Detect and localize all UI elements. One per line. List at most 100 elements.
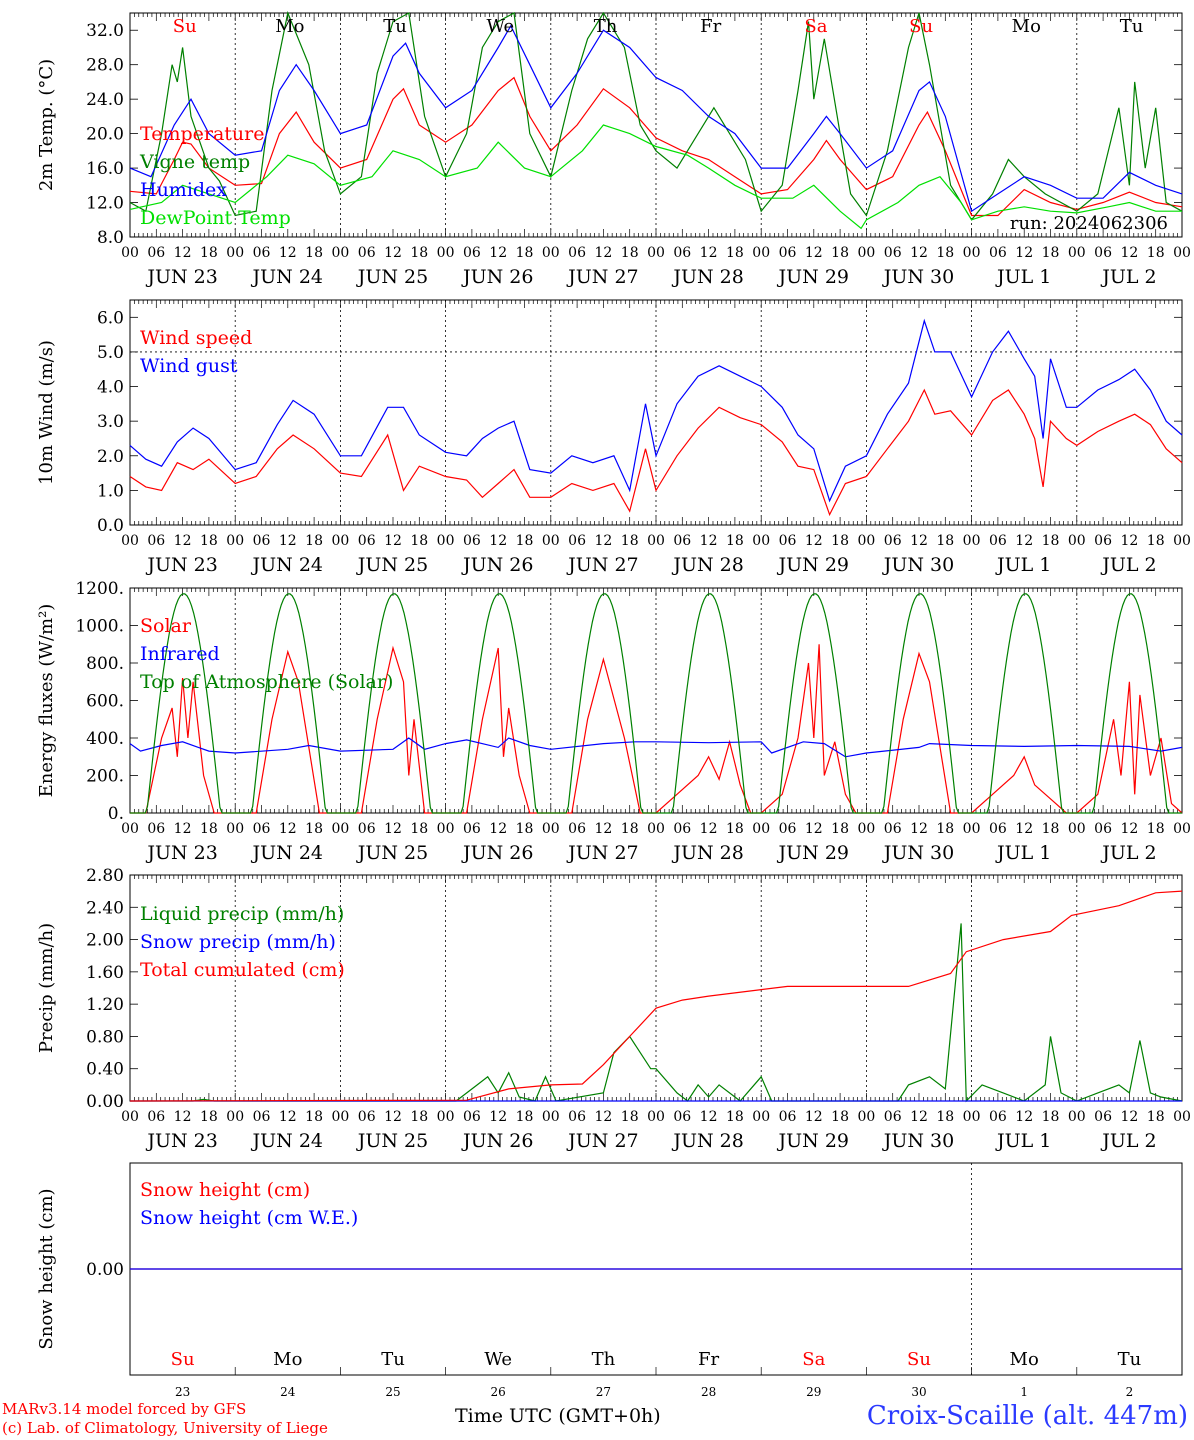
legend-label: Total cumulated (cm) <box>140 959 345 981</box>
date-label: JUL 2 <box>1100 1130 1156 1152</box>
day-number-label: 28 <box>701 1385 716 1399</box>
date-label: JUN 30 <box>882 554 954 576</box>
weekday-label: Sa <box>804 16 827 37</box>
series-total-cumulated-cm <box>129 890 1183 1102</box>
date-label: JUL 2 <box>1100 266 1156 288</box>
hour-label: 12 <box>1015 245 1033 261</box>
y-tick-label: 5.0 <box>97 343 124 363</box>
hour-label: 18 <box>1147 533 1165 549</box>
hour-label: 12 <box>1120 245 1138 261</box>
date-label: JUN 28 <box>671 554 743 576</box>
hour-label: 18 <box>936 245 954 261</box>
date-label: JUN 26 <box>461 842 533 864</box>
y-tick-label: 4.0 <box>97 378 124 398</box>
y-tick-label: 20.0 <box>86 125 124 145</box>
date-label: JUN 24 <box>251 842 323 864</box>
hour-label: 00 <box>331 1109 349 1125</box>
hour-label: 06 <box>147 533 165 549</box>
weekday-label: Mo <box>1012 16 1041 37</box>
hour-label: 12 <box>910 533 928 549</box>
legend-label: Liquid precip (mm/h) <box>140 903 344 925</box>
series-wind-speed <box>129 388 1183 517</box>
y-tick-label: 12.0 <box>86 194 124 214</box>
hour-label: 18 <box>621 1109 639 1125</box>
date-label: JUN 29 <box>777 1130 849 1152</box>
date-label: JUN 27 <box>566 842 638 864</box>
y-tick-label: 1.20 <box>86 995 124 1015</box>
hour-label: 06 <box>147 821 165 837</box>
y-tick-label: 6.0 <box>97 308 124 328</box>
date-label: JUN 29 <box>777 842 849 864</box>
hour-label: 06 <box>989 245 1007 261</box>
weekday-label: Mo <box>1010 1349 1039 1370</box>
date-label: JUN 28 <box>671 266 743 288</box>
weekday-label: Th <box>592 1349 616 1370</box>
hour-label: 18 <box>621 821 639 837</box>
hour-label: 12 <box>594 245 612 261</box>
hour-label: 18 <box>516 821 534 837</box>
hour-label: 12 <box>594 533 612 549</box>
hour-label: 06 <box>463 821 481 837</box>
date-label: JUN 30 <box>882 842 954 864</box>
date-label: JUN 23 <box>145 266 217 288</box>
legend-label: Solar <box>140 615 192 637</box>
date-label: JUN 25 <box>356 554 428 576</box>
hour-label: 06 <box>358 1109 376 1125</box>
hour-label: 18 <box>410 1109 428 1125</box>
hour-label: 12 <box>174 821 192 837</box>
run-label: run: 2024062306 <box>1010 213 1168 234</box>
hour-label: 18 <box>936 533 954 549</box>
hour-label: 18 <box>200 1109 218 1125</box>
hour-label: 00 <box>752 821 770 837</box>
day-number-label: 27 <box>596 1385 611 1399</box>
y-axis-label: Precip (mm/h) <box>36 923 57 1053</box>
series-liquid-precip-mm-h <box>130 923 1183 1103</box>
hour-label: 00 <box>331 821 349 837</box>
day-number-label: 23 <box>175 1385 190 1399</box>
panel-1: 8.0 12.0 16.0 20.0 24.0 28.0 32.0 2m Temp. (°C)… <box>36 10 1191 288</box>
legend-label: Snow precip (mm/h) <box>140 931 336 953</box>
date-label: JUN 24 <box>251 266 323 288</box>
y-tick-label: 0.0 <box>97 516 124 536</box>
hour-label: 18 <box>1147 1109 1165 1125</box>
hour-label: 00 <box>226 533 244 549</box>
hour-label: 18 <box>305 821 323 837</box>
hour-label: 12 <box>384 245 402 261</box>
date-label: JUL 2 <box>1100 842 1156 864</box>
hour-label: 06 <box>253 1109 271 1125</box>
hour-label: 12 <box>279 533 297 549</box>
hour-label: 00 <box>647 821 665 837</box>
hour-label: 00 <box>857 1109 875 1125</box>
date-label: JUN 23 <box>145 842 217 864</box>
hour-label: 00 <box>1173 245 1191 261</box>
y-tick-label: 1200. <box>75 579 124 599</box>
hour-label: 18 <box>936 821 954 837</box>
weekday-label: Tu <box>1118 1349 1142 1370</box>
hour-label: 12 <box>489 1109 507 1125</box>
legend-label: Top of Atmosphere (Solar) <box>140 671 393 693</box>
hour-label: 00 <box>226 1109 244 1125</box>
hour-label: 06 <box>779 245 797 261</box>
hour-label: 06 <box>568 245 586 261</box>
day-number-label: 2 <box>1126 1385 1134 1399</box>
hour-label: 00 <box>1068 245 1086 261</box>
hour-label: 12 <box>910 1109 928 1125</box>
date-label: JUL 1 <box>995 842 1051 864</box>
hour-label: 00 <box>1173 821 1191 837</box>
hour-label: 12 <box>1015 1109 1033 1125</box>
panel-3: 0. 200. 400. 600. 800. 1000. 1200. Energy fluxe… <box>36 579 1191 864</box>
hour-label: 18 <box>516 533 534 549</box>
hour-label: 12 <box>805 1109 823 1125</box>
series-humidex <box>129 24 1183 213</box>
weekday-label: Tu <box>1120 16 1144 37</box>
date-label: JUN 30 <box>882 266 954 288</box>
y-tick-label: 2.80 <box>86 866 124 886</box>
hour-label: 18 <box>936 1109 954 1125</box>
date-label: JUL 2 <box>1100 554 1156 576</box>
hour-label: 12 <box>384 1109 402 1125</box>
y-tick-label: 0.00 <box>86 1092 124 1112</box>
hour-label: 00 <box>963 533 981 549</box>
hour-label: 00 <box>963 821 981 837</box>
hour-label: 00 <box>437 533 455 549</box>
time-axis-title: Time UTC (GMT+0h) <box>455 1405 661 1427</box>
